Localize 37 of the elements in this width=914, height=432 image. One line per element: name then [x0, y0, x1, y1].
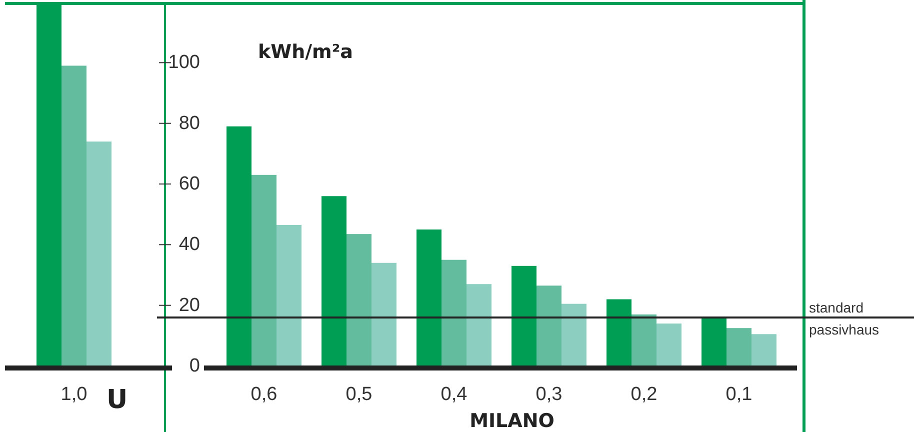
- bar: [536, 286, 562, 366]
- y-axis-title: kWh/m²a: [258, 41, 353, 63]
- x-tick-label: 1,0: [60, 384, 88, 405]
- x-tick-label: 0,6: [250, 384, 278, 405]
- bar: [702, 317, 726, 366]
- bar: [512, 266, 536, 366]
- y-tick-label: 0: [189, 356, 200, 376]
- y-tick-label: 100: [168, 52, 200, 74]
- y-tick-label: 80: [178, 112, 200, 134]
- bar: [322, 196, 346, 366]
- x-tick-label: 0,5: [346, 384, 372, 405]
- y-tick-label: 60: [178, 174, 200, 194]
- bar: [416, 230, 442, 366]
- ref-line-label: standard passivhaus: [809, 299, 880, 338]
- bar: [226, 126, 252, 366]
- bar: [726, 328, 752, 366]
- x-axis-title: U: [106, 385, 128, 415]
- bar: [466, 284, 492, 366]
- x-tick-label: 0,4: [440, 384, 468, 405]
- bar: [656, 324, 682, 366]
- bar: [346, 234, 372, 366]
- bar: [442, 260, 466, 366]
- bar: [372, 262, 396, 366]
- x-tick-label: 0,2: [630, 384, 658, 405]
- bar: [86, 142, 112, 366]
- bar: [632, 314, 656, 366]
- bar: [752, 334, 776, 366]
- x-tick-label: 0,3: [536, 384, 562, 405]
- y-tick-label: 40: [178, 234, 200, 256]
- bar: [606, 299, 632, 366]
- bar: [252, 174, 276, 366]
- text: MILANO: [470, 410, 554, 432]
- y-tick-label: 20: [178, 294, 200, 316]
- bar: [62, 66, 86, 366]
- x-tick-label: 0,1: [726, 384, 752, 405]
- bar: [276, 224, 302, 366]
- bar: [562, 304, 586, 366]
